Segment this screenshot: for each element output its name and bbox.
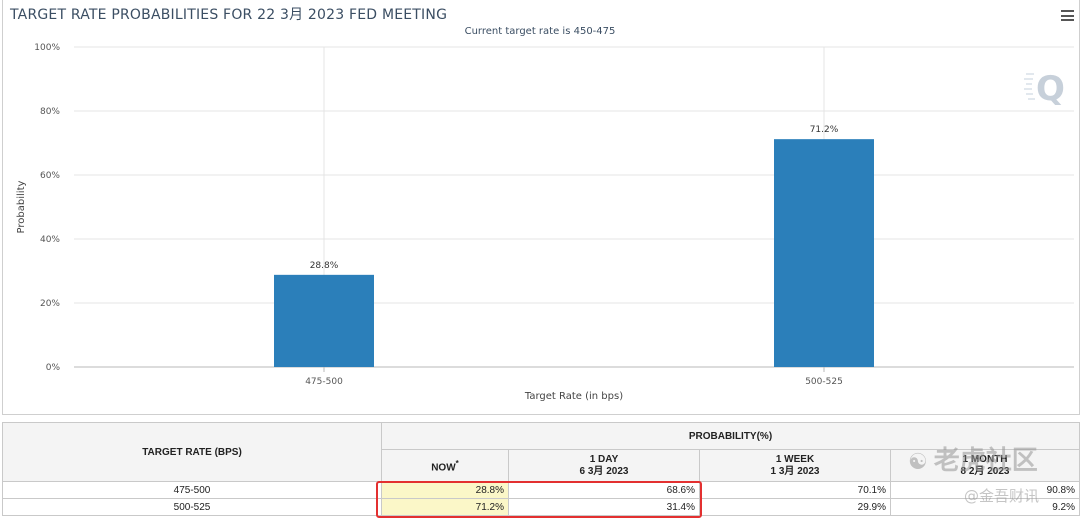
y-tick-label: 80% [40, 107, 60, 117]
table-row: 500-525 71.2% 31.4% 29.9% 9.2% [2, 498, 1080, 516]
probability-table-panel: TARGET RATE (BPS) PROBABILITY(%) NOW* 1 … [2, 421, 1080, 520]
chart-panel [2, 0, 1080, 415]
chart-title: TARGET RATE PROBABILITIES FOR 22 3月 2023… [10, 7, 448, 23]
x-tick-label: 500-525 [805, 377, 843, 387]
watermark-source: @金吾财讯 [964, 487, 1040, 505]
quikstrike-logo-icon: Q [1024, 69, 1065, 109]
x-axis-ticks: 475-500 500-525 [305, 367, 843, 387]
row-rate: 475-500 [2, 481, 382, 499]
y-tick-label: 0% [46, 363, 61, 373]
bar-chart: 0% 20% 40% 60% 80% 100% 28.8% 71.2% 475-500 500… [16, 43, 1074, 402]
cell-1-week: 70.1% [699, 481, 891, 499]
column-1-week: 1 WEEK 1 3月 2023 [699, 449, 891, 482]
y-tick-label: 20% [40, 299, 60, 309]
y-tick-label: 40% [40, 235, 60, 245]
header-probability: PROBABILITY(%) [381, 421, 1080, 451]
bar-475-500[interactable] [274, 274, 374, 367]
svg-text:Q: Q [1036, 69, 1065, 109]
chart-grid [74, 46, 1074, 368]
tiger-logo-icon: ☯ [908, 450, 928, 475]
x-axis-label: Target Rate (in bps) [524, 391, 623, 402]
probability-table: TARGET RATE (BPS) PROBABILITY(%) NOW* 1 … [2, 421, 1080, 516]
y-axis-label: Probability [16, 180, 27, 233]
cell-1-week: 29.9% [699, 498, 891, 516]
column-now: NOW* [381, 449, 509, 482]
cell-1-month: 9.2% [890, 498, 1080, 516]
header-target-rate: TARGET RATE (BPS) [2, 422, 382, 482]
y-tick-label: 100% [34, 43, 60, 53]
x-tick-label: 475-500 [305, 377, 343, 387]
cell-now: 71.2% [381, 498, 509, 516]
table-row: 475-500 28.8% 68.6% 70.1% 90.8% [2, 481, 1080, 499]
bars: 28.8% 71.2% [274, 125, 874, 367]
y-axis-ticks: 0% 20% 40% 60% 80% 100% [34, 43, 60, 373]
bar-500-525[interactable] [774, 139, 874, 367]
column-1-month: 1 MONTH 8 2月 2023 [890, 449, 1080, 482]
row-rate: 500-525 [2, 498, 382, 516]
data-label: 28.8% [310, 261, 339, 271]
highlight-box [376, 481, 702, 518]
column-1-day: 1 DAY 6 3月 2023 [508, 449, 700, 482]
chart-subtitle: Current target rate is 450-475 [464, 26, 616, 37]
y-tick-label: 60% [40, 171, 60, 181]
hamburger-menu-icon[interactable] [1061, 10, 1074, 21]
watermark-community: ☯ 老虎社区 [908, 446, 1038, 476]
data-label: 71.2% [810, 125, 839, 135]
